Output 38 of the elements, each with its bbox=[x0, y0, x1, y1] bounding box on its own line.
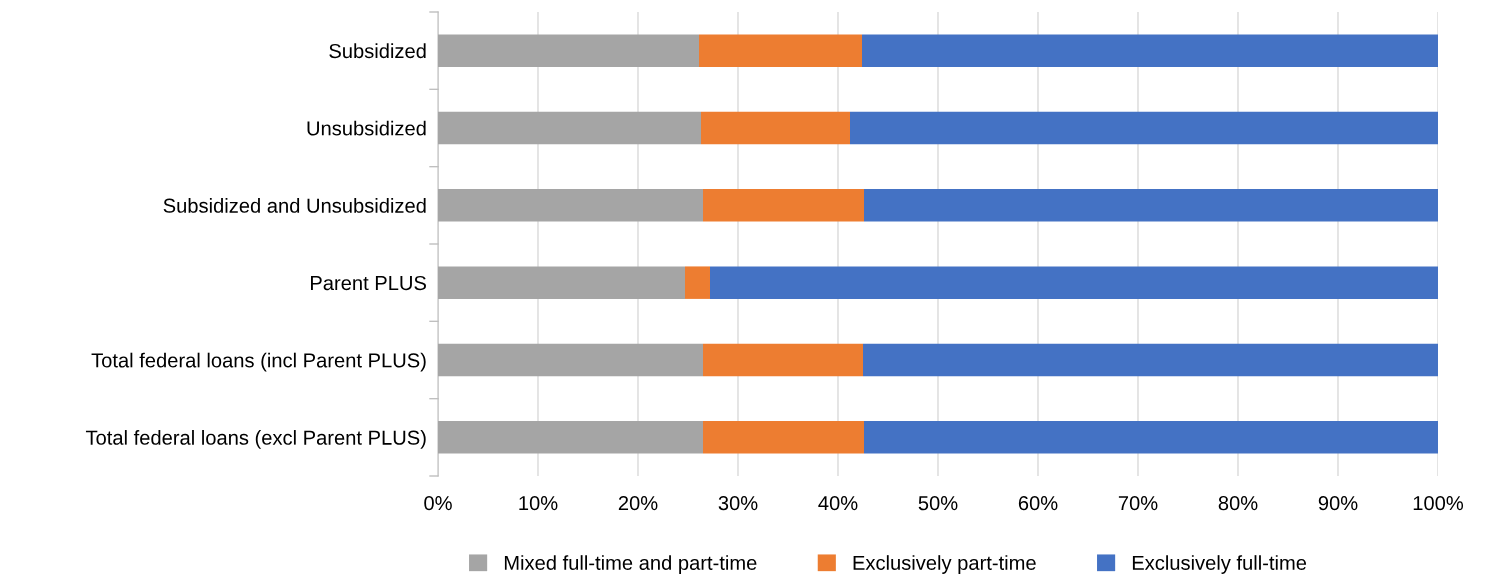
y-tick-label: Parent PLUS bbox=[311, 275, 426, 291]
y-tick-label: Total federal loans (incl Parent PLUS) bbox=[91, 352, 426, 372]
bar bbox=[701, 111, 850, 145]
bar bbox=[862, 34, 1438, 67]
bar bbox=[703, 343, 863, 377]
bar bbox=[438, 421, 703, 454]
x-tick-label: 70% bbox=[1118, 495, 1158, 511]
x-tick-label: 80% bbox=[1218, 495, 1258, 511]
x-tick-label: 10% bbox=[519, 495, 558, 511]
bar bbox=[685, 266, 710, 299]
x-tick-label: 60% bbox=[1018, 495, 1058, 511]
legend-label: Mixed full-time and part-time bbox=[504, 555, 757, 574]
bar bbox=[438, 34, 699, 67]
bar bbox=[703, 421, 864, 454]
bar bbox=[703, 189, 864, 222]
x-tick-label: 30% bbox=[718, 495, 758, 511]
x-tick-label: 90% bbox=[1318, 495, 1358, 511]
x-tick-label: 50% bbox=[918, 495, 958, 511]
y-tick-label: Total federal loans (excl Parent PLUS) bbox=[85, 430, 426, 449]
bar bbox=[864, 189, 1438, 222]
bar bbox=[438, 266, 685, 299]
x-tick-label: 40% bbox=[818, 495, 858, 511]
bar bbox=[438, 189, 703, 222]
legend-label: Exclusively part-time bbox=[853, 555, 1036, 574]
bar bbox=[438, 343, 703, 377]
bar bbox=[710, 266, 1438, 299]
bar bbox=[850, 111, 1438, 145]
y-tick-label: Subsidized bbox=[329, 43, 426, 59]
bar bbox=[863, 343, 1438, 377]
bar bbox=[864, 421, 1438, 454]
x-tick-label: 0% bbox=[424, 495, 452, 511]
x-tick-label: 20% bbox=[618, 495, 658, 511]
x-tick-label: 100% bbox=[1413, 495, 1464, 511]
y-tick-label: Unsubsidized bbox=[307, 120, 426, 136]
y-tick-label: Subsidized and Unsubsidized bbox=[163, 198, 426, 213]
bar bbox=[699, 34, 862, 67]
bar bbox=[438, 111, 701, 145]
legend-label: Exclusively full-time bbox=[1132, 555, 1307, 574]
